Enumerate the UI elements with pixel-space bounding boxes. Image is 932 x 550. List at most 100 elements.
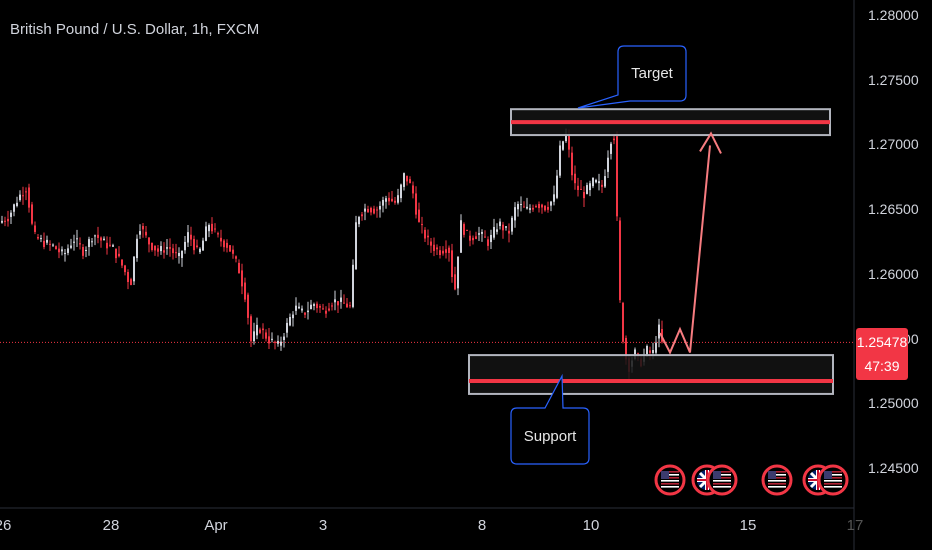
candle-body <box>346 303 348 308</box>
candle-body <box>409 179 411 184</box>
candle-body <box>262 328 264 331</box>
us-flag-icon[interactable] <box>654 464 686 496</box>
candle-body <box>184 241 186 251</box>
candle-body <box>130 279 132 286</box>
candle-body <box>118 253 120 257</box>
candle-body <box>367 208 369 213</box>
x-tick-label: 28 <box>102 517 120 534</box>
candle-body <box>220 237 222 242</box>
candle-body <box>259 329 261 333</box>
x-tick-label: 15 <box>739 517 757 534</box>
y-tick-label: 1.27000 <box>868 136 919 153</box>
candle-body <box>28 187 30 208</box>
candle-body <box>211 223 213 232</box>
candle-body <box>307 310 309 313</box>
candle-body <box>265 332 267 339</box>
candle-body <box>214 228 216 230</box>
target-callout-label: Target <box>631 64 673 82</box>
candle-body <box>292 314 294 319</box>
candle-body <box>535 205 537 207</box>
us-flag-icon[interactable] <box>761 464 793 496</box>
candle-body <box>250 316 252 342</box>
candle-body <box>589 183 591 191</box>
x-tick-label: 17 <box>846 517 864 534</box>
candle-body <box>154 245 156 251</box>
candle-body <box>205 226 207 241</box>
candle-body <box>1 220 3 223</box>
candle-body <box>499 221 501 226</box>
candle-body <box>547 206 549 210</box>
candle-body <box>103 238 105 241</box>
candle-body <box>565 134 567 142</box>
current-price-value: 1.25478 <box>856 334 908 350</box>
event-flags[interactable] <box>654 464 849 496</box>
candle-body <box>352 264 354 307</box>
candle-body <box>556 175 558 198</box>
candle-body <box>448 247 450 253</box>
us-flag-icon[interactable] <box>817 464 849 496</box>
candle-body <box>295 305 297 311</box>
candle-body <box>604 176 606 187</box>
candle-body <box>544 205 546 211</box>
candle-body <box>553 194 555 202</box>
candle-body <box>655 342 657 353</box>
candle-body <box>52 244 54 246</box>
candle-body <box>58 248 60 253</box>
candle-body <box>571 152 573 176</box>
candle-body <box>244 282 246 300</box>
candle-body <box>289 316 291 326</box>
candle-body <box>22 195 24 197</box>
candle-body <box>178 252 180 257</box>
candle-body <box>370 207 372 213</box>
candle-body <box>298 306 300 309</box>
candle-body <box>394 200 396 203</box>
candle-body <box>469 235 471 241</box>
candle-body <box>145 231 147 236</box>
candle-body <box>613 138 615 141</box>
candle-body <box>415 193 417 215</box>
candle-body <box>316 303 318 309</box>
candle-body <box>193 238 195 251</box>
candle-body <box>16 202 18 206</box>
candle-body <box>160 246 162 252</box>
us-flag-icon[interactable] <box>706 464 738 496</box>
candle-body <box>514 207 516 221</box>
candle-body <box>355 222 357 270</box>
candle-body <box>268 336 270 344</box>
candle-body <box>208 225 210 232</box>
candle-body <box>541 204 543 208</box>
candle-body <box>529 208 531 210</box>
candle-body <box>148 237 150 245</box>
candle-body <box>475 236 477 239</box>
candle-body <box>400 184 402 199</box>
candle-body <box>622 302 624 342</box>
target-callout-box <box>577 45 687 109</box>
candle-body <box>442 250 444 254</box>
candle-body <box>445 249 447 253</box>
candle-body <box>109 244 111 246</box>
y-tick-label: 1.26500 <box>868 201 919 218</box>
target-callout[interactable]: Target <box>618 45 686 101</box>
candle-body <box>124 265 126 273</box>
candle-body <box>568 135 570 150</box>
candle-body <box>136 238 138 259</box>
candle-body <box>481 231 483 234</box>
candle-body <box>97 234 99 238</box>
candle-body <box>202 240 204 251</box>
candle-body <box>100 237 102 241</box>
candle-body <box>637 353 639 355</box>
support-callout[interactable]: Support <box>511 408 589 464</box>
candle-body <box>238 262 240 274</box>
candle-body <box>13 204 15 212</box>
candle-body <box>658 324 660 339</box>
candle-body <box>73 241 75 243</box>
candle-body <box>508 230 510 234</box>
candle-body <box>562 141 564 150</box>
candle-body <box>424 229 426 239</box>
support-callout-label: Support <box>523 427 577 445</box>
current-price-badge: 1.25478 47:39 <box>856 328 908 380</box>
y-tick-label: 1.27500 <box>868 71 919 88</box>
candle-body <box>388 197 390 202</box>
projection-line <box>659 145 711 355</box>
